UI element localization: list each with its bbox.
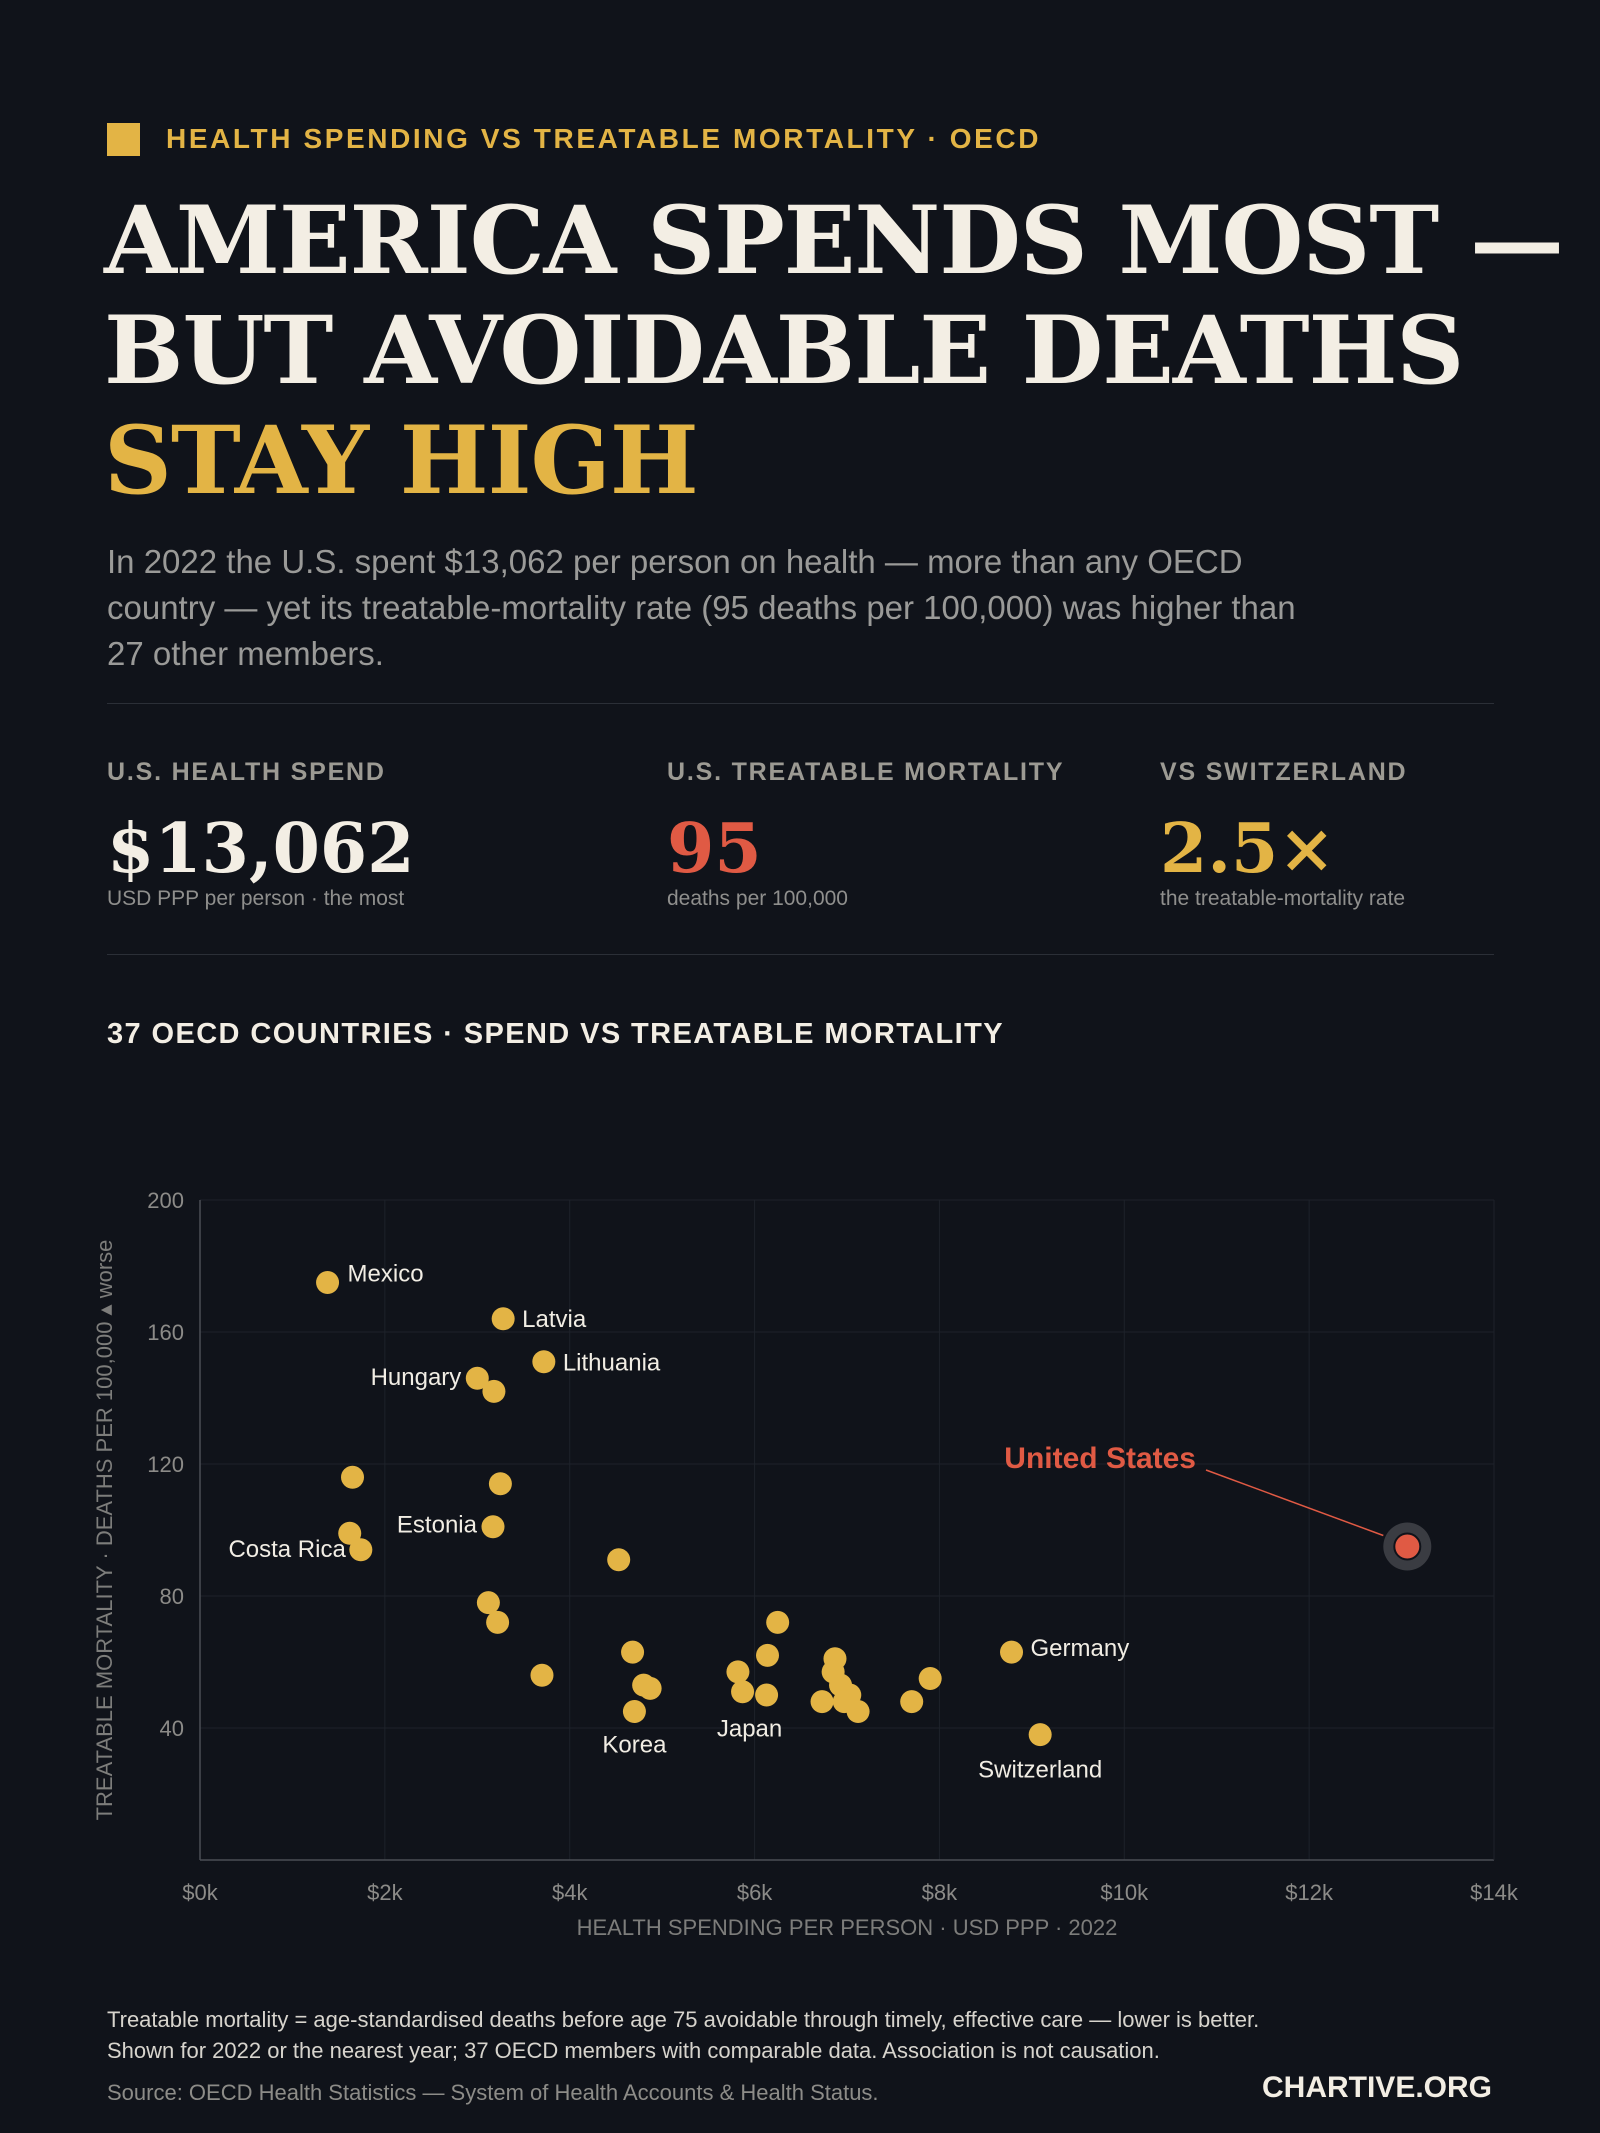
x-tick-label: $0k bbox=[182, 1880, 218, 1905]
x-tick-label: $4k bbox=[552, 1880, 588, 1905]
stat-value: $13,062 bbox=[107, 809, 415, 889]
eyebrow: HEALTH SPENDING VS TREATABLE MORTALITY ·… bbox=[107, 122, 1041, 156]
deck-text: In 2022 the U.S. spent $13,062 per perso… bbox=[107, 543, 1296, 672]
eyebrow-square-icon bbox=[107, 122, 140, 156]
data-point bbox=[918, 1667, 942, 1690]
data-point bbox=[810, 1690, 834, 1714]
tick-labels: $0k $2k $4k $6k $8k $10k $12k $14k 40 80 120 160 200 bbox=[147, 1188, 1519, 1905]
data-point bbox=[488, 1472, 512, 1496]
stat-label: U.S. TREATABLE MORTALITY bbox=[667, 758, 1065, 786]
data-point bbox=[766, 1610, 790, 1634]
grid bbox=[200, 1199, 1495, 1860]
data-point bbox=[900, 1690, 924, 1714]
stat-vs-switzerland: VS SWITZERLAND 2.5× the treatable-mortal… bbox=[1160, 758, 1407, 911]
stat-note: deaths per 100,000 bbox=[667, 887, 848, 910]
scatter-plot: $0k $2k $4k $6k $8k $10k $12k $14k 40 80 120 160 200… bbox=[92, 1188, 1519, 1940]
point-labels: Mexico Latvia Lithuania Hungary Estonia Costa… bbox=[228, 1261, 1384, 1784]
data-point bbox=[341, 1465, 365, 1489]
x-tick-label: $10k bbox=[1100, 1880, 1149, 1905]
data-point bbox=[530, 1663, 554, 1687]
point-label: Korea bbox=[602, 1732, 667, 1759]
headline-line-2: BUT AVOIDABLE DEATHS bbox=[104, 296, 1464, 406]
y-tick-label: 160 bbox=[147, 1320, 184, 1345]
data-point bbox=[755, 1683, 779, 1707]
source-text: Source: OECD Health Statistics — System … bbox=[107, 2080, 879, 2105]
data-point bbox=[621, 1640, 645, 1664]
axes bbox=[199, 1200, 1495, 1861]
data-point bbox=[638, 1676, 662, 1700]
x-tick-label: $6k bbox=[737, 1880, 773, 1905]
chart-title: 37 OECD COUNTRIES · SPEND VS TREATABLE M… bbox=[107, 1018, 1004, 1050]
point-label-highlight: United States bbox=[1004, 1442, 1196, 1475]
point-label: Latvia bbox=[522, 1306, 587, 1333]
point-label: Switzerland bbox=[978, 1757, 1102, 1784]
divider-top bbox=[107, 703, 1494, 704]
data-point bbox=[756, 1643, 780, 1667]
y-tick-label: 40 bbox=[160, 1716, 184, 1741]
leader-line bbox=[1205, 1469, 1384, 1537]
point-label: Hungary bbox=[371, 1364, 462, 1391]
data-point bbox=[1000, 1640, 1024, 1664]
data-point bbox=[1028, 1723, 1052, 1747]
data-point bbox=[607, 1548, 631, 1572]
point-label: Germany bbox=[1031, 1635, 1130, 1662]
point-label: Estonia bbox=[397, 1512, 478, 1539]
y-axis-label: TREATABLE MORTALITY · DEATHS PER 100,000… bbox=[92, 1240, 117, 1821]
data-point bbox=[622, 1700, 646, 1723]
stat-value: 95 bbox=[667, 809, 762, 889]
data-point-highlight bbox=[1393, 1532, 1422, 1561]
y-tick-label: 200 bbox=[147, 1188, 184, 1213]
footnote: Treatable mortality = age-standardised d… bbox=[107, 2004, 1407, 2066]
point-label: Costa Rica bbox=[228, 1536, 346, 1563]
data-points bbox=[316, 1271, 1432, 1747]
data-point bbox=[465, 1366, 489, 1390]
stat-us-mortality: U.S. TREATABLE MORTALITY 95 deaths per 1… bbox=[667, 758, 1064, 911]
brand-logo: CHARTIVE.ORG bbox=[1261, 2071, 1492, 2104]
x-tick-label: $14k bbox=[1470, 1880, 1519, 1905]
data-point bbox=[486, 1610, 510, 1634]
data-point bbox=[316, 1271, 340, 1294]
headline: AMERICA SPENDS MOST — BUT AVOIDABLE DEAT… bbox=[104, 186, 1564, 516]
x-tick-label: $2k bbox=[367, 1880, 403, 1905]
x-tick-label: $12k bbox=[1285, 1880, 1334, 1905]
y-tick-label: 80 bbox=[160, 1584, 184, 1609]
x-axis-label: HEALTH SPENDING PER PERSON · USD PPP · 2… bbox=[577, 1915, 1118, 1940]
data-point bbox=[491, 1307, 515, 1331]
data-point bbox=[482, 1379, 506, 1403]
data-point bbox=[846, 1700, 870, 1723]
stat-us-spend: U.S. HEALTH SPEND $13,062 USD PPP per pe… bbox=[107, 758, 415, 911]
footnote-line-2: Shown for 2022 or the nearest year; 37 O… bbox=[107, 2038, 1160, 2063]
data-point bbox=[349, 1538, 373, 1562]
stat-label: U.S. HEALTH SPEND bbox=[107, 758, 386, 786]
stat-note: the treatable-mortality rate bbox=[1160, 887, 1406, 910]
eyebrow-text: HEALTH SPENDING VS TREATABLE MORTALITY ·… bbox=[166, 123, 1042, 154]
data-point bbox=[481, 1515, 505, 1539]
point-label: Japan bbox=[717, 1716, 782, 1743]
stat-note: USD PPP per person · the most bbox=[107, 887, 405, 910]
data-point bbox=[731, 1680, 755, 1704]
footnote-line-1: Treatable mortality = age-standardised d… bbox=[107, 2007, 1260, 2032]
divider-stats bbox=[107, 954, 1494, 955]
headline-line-1: AMERICA SPENDS MOST — bbox=[104, 186, 1564, 296]
point-label: Lithuania bbox=[563, 1350, 661, 1377]
data-point bbox=[476, 1591, 500, 1615]
data-point bbox=[338, 1521, 362, 1545]
stat-label: VS SWITZERLAND bbox=[1160, 758, 1408, 786]
data-point bbox=[532, 1350, 556, 1374]
point-label: Mexico bbox=[348, 1261, 424, 1288]
x-tick-label: $8k bbox=[922, 1880, 958, 1905]
y-tick-label: 120 bbox=[147, 1452, 184, 1477]
data-point bbox=[726, 1660, 750, 1684]
stat-value: 2.5× bbox=[1160, 809, 1336, 889]
headline-line-3: STAY HIGH bbox=[104, 406, 699, 516]
